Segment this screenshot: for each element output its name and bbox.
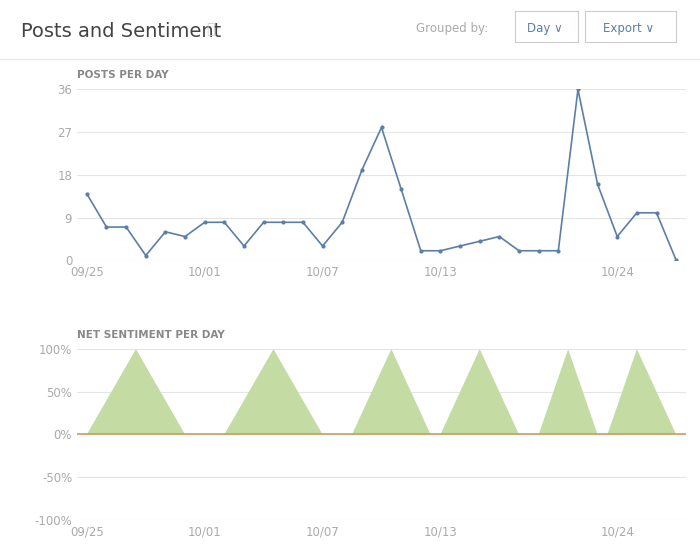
- Text: ⓘ: ⓘ: [206, 22, 215, 36]
- Text: Export ∨: Export ∨: [603, 22, 654, 35]
- Text: POSTS PER DAY: POSTS PER DAY: [77, 70, 169, 80]
- Text: NET SENTIMENT PER DAY: NET SENTIMENT PER DAY: [77, 330, 225, 340]
- Text: Posts and Sentiment: Posts and Sentiment: [21, 22, 221, 41]
- Text: Grouped by:: Grouped by:: [416, 22, 489, 35]
- Text: Day ∨: Day ∨: [527, 22, 563, 35]
